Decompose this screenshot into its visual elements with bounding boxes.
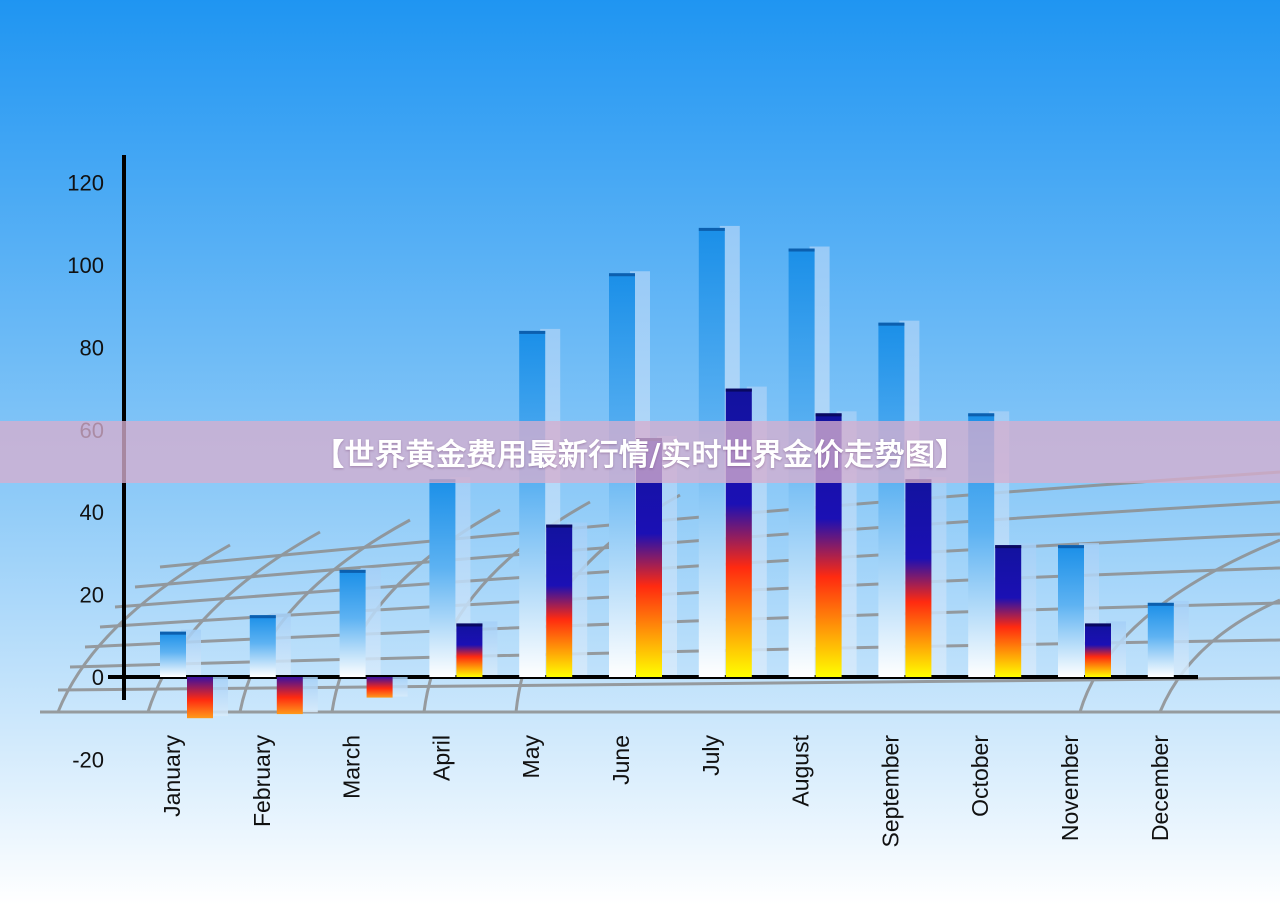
bar-series2-cap — [546, 524, 573, 528]
bar-series1 — [1058, 545, 1084, 677]
bar-series2-cap — [725, 388, 752, 392]
y-tick-label: 0 — [92, 665, 104, 690]
banner-title: 【世界黄金费用最新行情/实时世界金价走势图】 — [314, 438, 966, 473]
bar-series1 — [249, 615, 276, 677]
bar-series2-cap — [995, 545, 1022, 549]
bar-series2 — [905, 479, 932, 677]
bar-series2 — [995, 545, 1022, 677]
x-tick-label: October — [967, 735, 993, 817]
x-tick-label: May — [518, 735, 544, 779]
bar-series2-cap — [815, 413, 842, 417]
bar-series1-cap — [878, 322, 905, 326]
x-tick-label: September — [877, 735, 903, 848]
bar-series1-cap — [1058, 545, 1084, 549]
bar-series2 — [456, 623, 483, 677]
bar-series1 — [1147, 602, 1174, 677]
y-tick-label: 120 — [67, 171, 104, 196]
y-tick-label: -20 — [72, 747, 104, 772]
bar-series1-cap — [1147, 602, 1174, 606]
bar-series1 — [429, 479, 456, 677]
bar-series2 — [1085, 623, 1111, 677]
x-tick-label: August — [788, 734, 814, 806]
x-tick-label: February — [249, 735, 275, 828]
bar-series1-cap — [698, 227, 725, 231]
bar-series2-cap — [456, 623, 483, 627]
bar-series1-cap — [519, 330, 546, 334]
bar-series2 — [276, 677, 303, 715]
bar-series2-cap — [1085, 623, 1111, 627]
title-banner: 【世界黄金费用最新行情/实时世界金价走势图】 — [0, 421, 1280, 483]
y-tick-label: 20 — [80, 583, 104, 608]
y-tick-label: 100 — [67, 253, 104, 278]
x-tick-label: March — [339, 735, 365, 799]
y-tick-label: 40 — [80, 500, 104, 525]
y-tick-label: 80 — [80, 335, 104, 360]
x-tick-label: December — [1147, 735, 1173, 841]
bar-series2 — [366, 677, 393, 698]
bar-series2 — [187, 677, 213, 719]
x-tick-label: July — [698, 735, 724, 776]
bar-series2 — [546, 524, 573, 677]
bar-series1 — [339, 569, 366, 677]
bar-series1 — [160, 631, 186, 677]
bar-series1-cap — [160, 631, 186, 635]
bar-series1-cap — [788, 248, 815, 252]
bar-series1-cap — [609, 273, 635, 277]
bar-series1-cap — [339, 569, 366, 573]
x-tick-label: November — [1057, 735, 1083, 841]
x-tick-label: April — [428, 735, 454, 781]
x-tick-label: June — [608, 735, 634, 785]
x-tick-label: January — [159, 735, 185, 817]
bar-series1-cap — [968, 413, 995, 417]
bar-series1 — [878, 322, 905, 677]
bar-series1 — [519, 330, 546, 677]
bar-series1-cap — [249, 615, 276, 619]
